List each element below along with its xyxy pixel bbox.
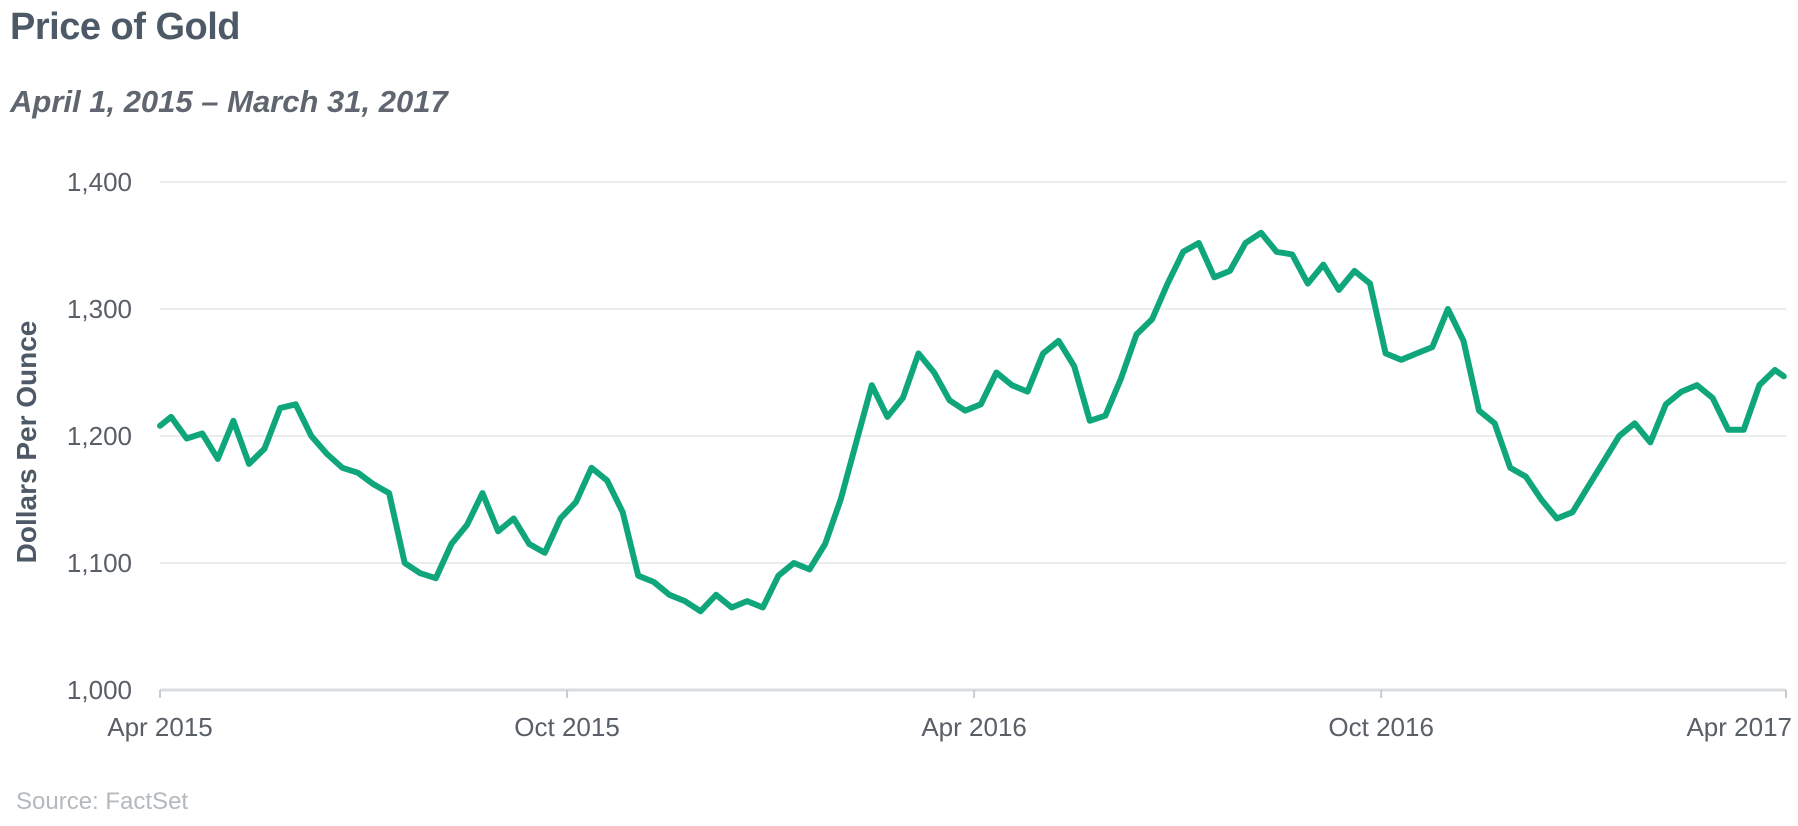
- x-axis-ticks: Apr 2015 Oct 2015 Apr 2016 Oct 2016 Apr 2017: [107, 690, 1792, 742]
- y-axis-ticks: 1,000 1,100 1,200 1,300 1,400: [67, 167, 132, 705]
- chart-subtitle: April 1, 2015 – March 31, 2017: [10, 84, 448, 119]
- gridlines: [160, 181, 1786, 564]
- x-tick-label: Oct 2015: [514, 712, 620, 742]
- y-tick-label: 1,100: [67, 548, 132, 578]
- y-tick-label: 1,200: [67, 421, 132, 451]
- x-tick-label: Apr 2016: [921, 712, 1027, 742]
- y-tick-label: 1,400: [67, 167, 132, 197]
- y-tick-label: 1,300: [67, 294, 132, 324]
- source-note: Source: FactSet: [16, 788, 189, 815]
- x-tick-label: Apr 2017: [1686, 712, 1792, 742]
- y-tick-label: 1,000: [67, 675, 132, 705]
- chart-title: Price of Gold: [10, 6, 240, 48]
- series-line-gold: [157, 229, 1787, 615]
- x-tick-label: Apr 2015: [107, 712, 213, 742]
- x-tick-label: Oct 2016: [1328, 712, 1434, 742]
- y-axis-label: Dollars Per Ounce: [11, 321, 42, 564]
